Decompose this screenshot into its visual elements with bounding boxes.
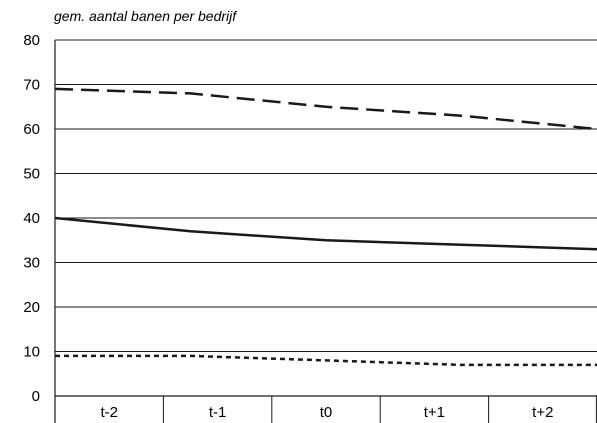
y-tick-label: 0 — [32, 388, 40, 405]
x-tick-label: t0 — [320, 404, 333, 421]
gridlines — [55, 39, 597, 352]
series-line-3-dotted — [55, 354, 597, 367]
y-tick-label: 40 — [23, 210, 40, 227]
y-tick-label: 60 — [23, 121, 40, 138]
series-line-1-dashed — [54, 87, 597, 131]
x-tick-label: t+2 — [532, 404, 553, 421]
series-line-2-solid — [54, 216, 597, 251]
x-tick-label: t-2 — [100, 404, 118, 421]
y-axis-label: gem. aantal banen per bedrijf — [54, 8, 238, 24]
x-tick-labels: t-2 t-1 t0 t+1 t+2 — [100, 404, 553, 421]
axes — [54, 40, 597, 423]
series-lines — [54, 87, 597, 367]
y-tick-label: 80 — [23, 32, 40, 49]
y-tick-label: 50 — [23, 166, 40, 183]
y-tick-label: 10 — [23, 344, 40, 361]
y-tick-label: 20 — [23, 299, 40, 316]
y-tick-label: 70 — [23, 77, 40, 94]
x-tick-label: t-1 — [209, 404, 227, 421]
y-tick-labels: 0 10 20 30 40 50 60 70 80 — [23, 32, 40, 405]
y-tick-label: 30 — [23, 255, 40, 272]
x-tick-label: t+1 — [424, 404, 445, 421]
